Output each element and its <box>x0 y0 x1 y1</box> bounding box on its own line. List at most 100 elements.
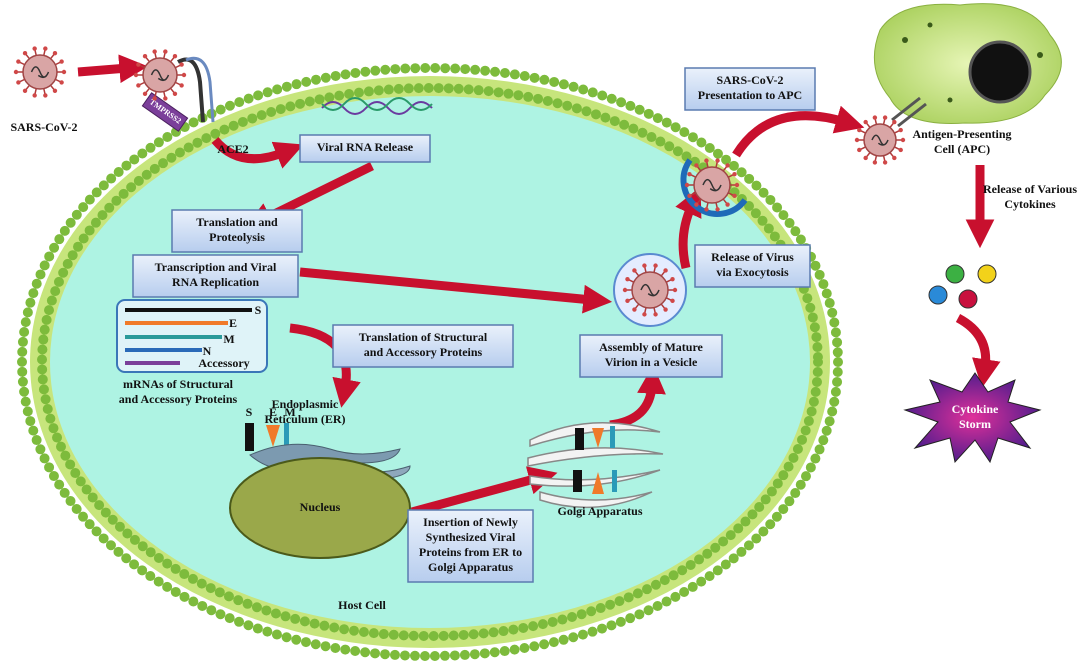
spike-tip <box>22 51 28 56</box>
spike-tip <box>704 207 709 212</box>
spike-tip <box>892 119 897 125</box>
mrna-band-label: S <box>255 303 262 317</box>
apc-label: Antigen-Presenting <box>912 127 1011 141</box>
spike-tip <box>898 127 903 133</box>
spike-tip <box>732 193 737 199</box>
step-text: Transcription and Viral <box>155 260 277 274</box>
virus-rna <box>702 178 722 192</box>
storm-label: Storm <box>959 417 991 431</box>
ace2-label: ACE2 <box>217 142 248 156</box>
spike-tip <box>863 119 868 125</box>
arrow <box>299 267 613 314</box>
spike-tip <box>136 83 141 88</box>
spike-tip <box>13 69 19 75</box>
mrna-band-label: E <box>229 316 237 330</box>
step-text: Proteins from ER to <box>419 545 522 559</box>
spike-tip <box>670 276 675 282</box>
step-box-bg <box>684 67 816 111</box>
step-box-bg <box>171 209 303 253</box>
virus <box>684 158 740 212</box>
spike-tip <box>632 307 637 312</box>
spike-tip <box>725 163 730 168</box>
spike-tip <box>892 155 897 161</box>
spike-tip <box>179 62 184 67</box>
spike-tip <box>142 54 148 59</box>
spike-tip <box>672 287 678 293</box>
spike-tip <box>181 72 187 78</box>
step-box-bg <box>694 244 811 288</box>
apc-label: Cell (APC) <box>934 142 990 156</box>
spike-tip <box>16 59 21 64</box>
spike-tip <box>857 127 862 133</box>
spike-tip <box>625 298 630 304</box>
virus-rna <box>150 69 170 82</box>
spike-tip <box>632 268 637 273</box>
spike-tip <box>52 88 58 93</box>
virus <box>622 263 678 317</box>
spike-tip <box>653 263 658 268</box>
spike-tip <box>684 182 690 188</box>
spike-tip <box>52 51 58 56</box>
spike-tip <box>900 137 906 143</box>
spike-tip <box>163 49 168 54</box>
spike-tip <box>133 72 139 78</box>
virus-label: SARS-CoV-2 <box>10 120 77 134</box>
nucleus <box>229 457 411 559</box>
spike-tip <box>59 80 64 85</box>
step-text: Translation and <box>196 215 278 229</box>
mrna-band-label: Accessory <box>198 356 249 370</box>
virus <box>854 115 906 165</box>
spike-tip <box>172 91 178 96</box>
step-text: Proteolysis <box>209 230 265 244</box>
spike-tip <box>16 80 21 85</box>
mrna-caption: mRNAs of Structural <box>123 377 234 391</box>
spike-tip <box>172 54 178 59</box>
spike-tip <box>152 49 157 54</box>
spike-tip <box>59 59 64 64</box>
spike-tip <box>653 312 658 317</box>
virus-rna <box>30 66 50 79</box>
golgi <box>527 421 664 509</box>
spike-tip <box>163 96 168 101</box>
arrow <box>77 54 149 84</box>
spike-tip <box>642 312 647 317</box>
spike-tip <box>22 88 28 93</box>
cytokine-storm <box>903 372 1042 464</box>
step-text: Synthesized Viral <box>426 530 516 544</box>
golgi-label: Golgi Apparatus <box>557 504 642 518</box>
step-text: Release of Virus <box>711 250 794 264</box>
spike-tip <box>663 268 668 273</box>
er-protein-label: M <box>284 405 295 419</box>
er-label: Endoplasmic <box>272 397 339 411</box>
spike-tip <box>622 287 628 293</box>
spike-tip <box>715 158 720 163</box>
arrow <box>955 314 1001 388</box>
step-text: Translation of Structural <box>359 330 488 344</box>
spike-tip <box>43 93 48 98</box>
step-box-bg <box>407 509 534 583</box>
nucleus-label: Nucleus <box>300 500 341 514</box>
spike-tip <box>670 298 675 304</box>
arrow <box>675 186 702 270</box>
spike-tip <box>715 207 720 212</box>
mrna-panel: S E M N Accessory mRNAs of Structural an… <box>116 299 268 406</box>
spike-tip <box>32 46 37 51</box>
rna-helix <box>321 97 433 115</box>
step-box-bg <box>332 324 514 368</box>
spike-tip <box>898 147 903 153</box>
step-text: Insertion of Newly <box>423 515 518 529</box>
er-label: Reticulum (ER) <box>265 412 346 426</box>
arrow <box>211 136 304 169</box>
virus-rna <box>871 134 889 146</box>
step-box: Viral RNA Release <box>299 134 431 163</box>
arrows <box>77 54 1001 517</box>
cytokine-release-label: Cytokines <box>1004 197 1056 211</box>
step-text: Presentation to APC <box>698 88 802 102</box>
step-box-bg <box>132 254 299 298</box>
